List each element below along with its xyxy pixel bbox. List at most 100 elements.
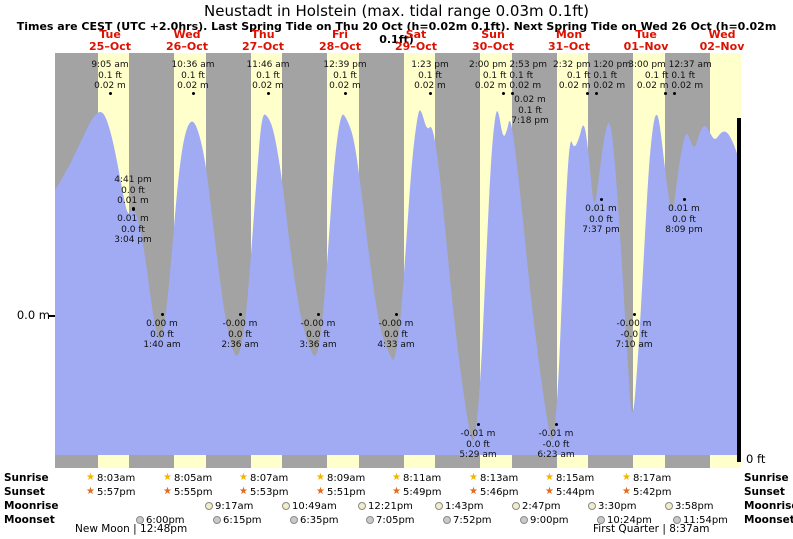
annotation-line: 0.0 ft — [589, 214, 613, 225]
moonset-entry: 6:35pm — [290, 514, 339, 526]
day-date: 29–Oct — [395, 39, 437, 53]
event-dot-icon — [394, 313, 398, 316]
event-dot-icon — [266, 91, 270, 95]
sunrise-entry: ★ 8:15am — [545, 472, 594, 484]
sunset-icon: ★ — [622, 486, 631, 497]
tide-annotation: 11:46 am 0.1 ft 0.02 m — [238, 60, 298, 98]
sunset-entry: ★ 5:49pm — [392, 486, 442, 498]
day-label: Sat 29–Oct — [378, 29, 454, 52]
annotation-line: 7:37 pm — [582, 225, 620, 235]
sunset-entry: ★ 5:46pm — [469, 486, 519, 498]
event-dots — [550, 91, 634, 98]
almanac-time: 9:00pm — [530, 514, 569, 526]
annotation-line: 7:18 pm — [511, 116, 549, 126]
event-dots — [132, 313, 192, 319]
almanac-time: 6:15pm — [223, 514, 262, 526]
annotation-line: -0.00 m — [616, 319, 652, 329]
sunrise-entry: ★ 8:13am — [469, 472, 518, 484]
sunset-entry: ★ 5:42pm — [622, 486, 672, 498]
event-dot-icon — [595, 91, 598, 95]
annotation-line: 0.02 m — [329, 81, 361, 91]
sunrise-entry: ★ 8:07am — [239, 472, 288, 484]
sunset-entry: ★ 5:44pm — [545, 486, 595, 498]
event-dots — [571, 198, 631, 204]
moonrise-entry: 12:21pm — [358, 500, 413, 512]
annotation-line: 0.1 ft — [333, 70, 357, 81]
annotation-line: 0.1 ft 0.1 ft — [566, 70, 618, 81]
event-dot-icon — [131, 208, 135, 211]
left-axis-label: 0.0 m — [16, 308, 50, 322]
day-label: Tue 01–Nov — [608, 29, 684, 52]
day-label: Thu 27–Oct — [225, 29, 301, 52]
moonrise-entry: 3:58pm — [665, 500, 714, 512]
moonset-icon — [290, 516, 298, 524]
day-label: Sun 30–Oct — [455, 29, 531, 52]
annotation-line: -0.01 m — [538, 429, 574, 439]
event-dot-icon — [238, 313, 242, 316]
sunset-icon: ★ — [469, 486, 478, 497]
event-dot-icon — [664, 91, 667, 95]
tide-annotation: 2:32 pm 1:20 pm 0.1 ft 0.1 ft 0.02 m 0.02 … — [550, 60, 634, 98]
event-dot-icon — [343, 91, 347, 95]
event-dots — [654, 198, 714, 204]
moonset-entry: 7:52pm — [443, 514, 492, 526]
day-label: Wed 26–Oct — [149, 29, 225, 52]
almanac-label-right-sunset: Sunset — [744, 486, 785, 498]
moonrise-icon — [358, 502, 366, 510]
almanac-time: 6:00pm — [146, 514, 185, 526]
tide-annotation: -0.00 m 0.0 ft 4:33 am — [366, 313, 426, 351]
moonset-entry: 10:24pm — [597, 514, 652, 526]
annotation-line: -0.01 m — [460, 429, 496, 439]
almanac-time: 5:55pm — [173, 486, 213, 498]
sunrise-entry: ★ 8:11am — [392, 472, 441, 484]
day-date: 31–Oct — [548, 39, 590, 53]
right-axis-bar — [737, 118, 741, 462]
annotation-line: 0.02 m — [414, 81, 446, 91]
annotation-line: 7:10 am — [615, 340, 653, 350]
sunrise-entry: ★ 8:03am — [86, 472, 135, 484]
day-label: Fri 28–Oct — [302, 29, 378, 52]
day-name: Wed — [708, 28, 736, 41]
annotation-line: 0.1 ft 0.1 ft — [482, 70, 534, 81]
event-dots — [366, 313, 426, 319]
almanac-time: 8:05am — [173, 472, 213, 484]
event-dot-icon — [511, 91, 514, 95]
day-name: Sat — [405, 28, 427, 41]
almanac-time: 7:05pm — [376, 514, 415, 526]
moonset-icon — [673, 516, 681, 524]
event-dots — [80, 91, 140, 98]
annotation-line: 2:32 pm 1:20 pm — [553, 60, 631, 70]
tide-annotation: -0.00 m 0.0 ft 2:36 am — [210, 313, 270, 351]
annotation-line: 0.0 ft — [150, 329, 174, 340]
moonrise-icon — [588, 502, 596, 510]
sunset-icon: ★ — [86, 486, 95, 497]
event-dot-icon — [160, 313, 164, 316]
event-dots — [210, 313, 270, 319]
event-dots — [238, 91, 298, 98]
moonrise-entry: 9:17am — [205, 500, 253, 512]
annotation-line: 0.02 m — [177, 81, 209, 91]
almanac-time: 5:57pm — [96, 486, 136, 498]
moonrise-entry: 10:49am — [282, 500, 337, 512]
tide-annotation: -0.01 m 0.0 ft 5:29 am — [448, 423, 508, 461]
almanac-time: 1:43pm — [445, 500, 484, 512]
moonrise-icon — [282, 502, 290, 510]
day-date: 01–Nov — [623, 39, 669, 53]
annotation-line: 11:46 am — [246, 60, 290, 70]
sunset-icon: ★ — [545, 486, 554, 497]
annotation-line: -0.00 m — [378, 319, 414, 329]
annotation-line: 1:40 am — [143, 340, 181, 350]
sunset-icon: ★ — [163, 486, 172, 497]
annotation-line: 0.01 m — [117, 196, 149, 206]
sunset-entry: ★ 5:57pm — [86, 486, 136, 498]
annotation-line: 0.1 ft — [256, 70, 280, 81]
tide-annotation: 10:36 am 0.1 ft 0.02 m — [163, 60, 223, 98]
almanac-time: 8:11am — [402, 472, 442, 484]
almanac-time: 5:51pm — [326, 486, 366, 498]
annotation-line: 0.1 ft — [418, 70, 442, 81]
page-title: Neustadt in Holstein (max. tidal range 0… — [204, 2, 589, 20]
sunset-icon: ★ — [239, 486, 248, 497]
almanac-time: 5:46pm — [479, 486, 519, 498]
moonset-entry: 6:00pm — [136, 514, 185, 526]
tide-annotation: 3:00 pm 12:37 am 0.1 ft 0.1 ft 0.02 m 0.02… — [626, 60, 714, 98]
